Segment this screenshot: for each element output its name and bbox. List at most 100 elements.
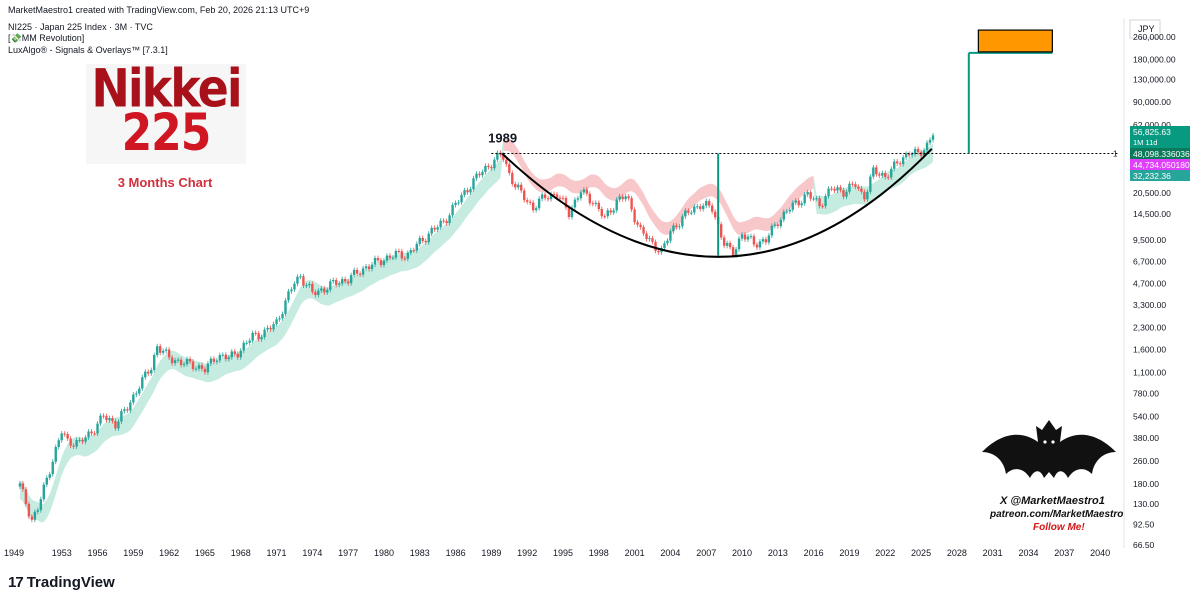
price-tag-0[interactable] bbox=[1130, 126, 1190, 148]
candle bbox=[412, 250, 416, 252]
candle bbox=[612, 210, 615, 213]
candle bbox=[135, 393, 138, 395]
candle bbox=[320, 288, 323, 291]
candle bbox=[758, 241, 762, 248]
candle bbox=[314, 291, 317, 296]
candle bbox=[239, 350, 242, 358]
candle bbox=[150, 369, 153, 374]
y-tick-label: 3,300.00 bbox=[1133, 300, 1166, 310]
y-tick-label: 9,500.00 bbox=[1133, 235, 1166, 245]
candle bbox=[782, 211, 786, 220]
candle bbox=[672, 225, 675, 232]
candle bbox=[890, 168, 893, 178]
candle bbox=[600, 209, 603, 217]
candle bbox=[851, 183, 854, 185]
candle bbox=[129, 402, 132, 411]
candle bbox=[227, 357, 231, 360]
candle bbox=[257, 333, 260, 340]
y-tick-label: 4,700.00 bbox=[1133, 278, 1166, 288]
candle bbox=[364, 266, 368, 269]
y-tick-label: 6,700.00 bbox=[1133, 257, 1166, 267]
candle bbox=[120, 411, 123, 422]
candle bbox=[636, 222, 639, 225]
candle bbox=[269, 327, 272, 330]
candle bbox=[123, 409, 126, 412]
price-tag-1[interactable] bbox=[1130, 148, 1190, 159]
candle bbox=[158, 346, 162, 353]
candle bbox=[69, 438, 72, 446]
price-tag-3[interactable] bbox=[1130, 170, 1190, 181]
candle bbox=[514, 184, 517, 188]
candle bbox=[436, 227, 439, 230]
candle bbox=[335, 280, 338, 285]
candle bbox=[218, 355, 222, 361]
candle bbox=[352, 269, 356, 276]
candle bbox=[472, 178, 475, 190]
candle bbox=[490, 167, 493, 169]
candle bbox=[24, 489, 28, 504]
candle bbox=[749, 236, 753, 238]
candle bbox=[761, 239, 765, 242]
candle bbox=[860, 188, 863, 192]
candle bbox=[863, 191, 866, 200]
candle bbox=[403, 258, 407, 260]
candle bbox=[84, 437, 87, 442]
candle bbox=[788, 209, 791, 212]
candle bbox=[415, 243, 418, 251]
candle bbox=[376, 257, 380, 261]
candle bbox=[633, 209, 636, 223]
currency-box[interactable] bbox=[1129, 19, 1161, 39]
y-tick-label: 130,000.00 bbox=[1133, 74, 1176, 84]
watermark-handle: X @MarketMaestro1 bbox=[1000, 495, 1105, 507]
candle bbox=[708, 201, 711, 206]
candle bbox=[251, 332, 254, 341]
x-tick-label: 2022 bbox=[875, 548, 895, 558]
x-tick-label: 1953 bbox=[52, 548, 72, 558]
x-tick-label: 2034 bbox=[1018, 548, 1038, 558]
x-tick-label: 1995 bbox=[553, 548, 573, 558]
candle bbox=[875, 167, 878, 175]
candle bbox=[388, 255, 392, 258]
symbol-line[interactable]: NI225 · Japan 225 Index · 3M · TVC bbox=[8, 22, 153, 32]
candle bbox=[266, 327, 269, 330]
candle bbox=[543, 194, 547, 199]
candle bbox=[502, 154, 505, 160]
logo-text-225: 225 bbox=[121, 104, 212, 163]
x-tick-label: 1968 bbox=[231, 548, 251, 558]
y-tick-label: 180.00 bbox=[1133, 479, 1159, 489]
price-tag-2[interactable] bbox=[1130, 159, 1190, 170]
x-tick-label: 2013 bbox=[768, 548, 788, 558]
y-tick-label: 14,500.00 bbox=[1133, 209, 1171, 219]
y-tick-label: 90,000.00 bbox=[1133, 97, 1171, 107]
indicator-label-2[interactable]: LuxAlgo® - Signals & Overlays™ [7.3.1] bbox=[8, 45, 168, 55]
tradingview-logo[interactable]: 17 TradingView bbox=[8, 574, 115, 591]
candle bbox=[925, 142, 929, 151]
candle bbox=[800, 203, 803, 206]
candle bbox=[164, 349, 168, 351]
candle bbox=[848, 183, 851, 192]
candle bbox=[182, 364, 186, 366]
target-box[interactable] bbox=[977, 29, 1053, 53]
price-tag-label: 32,232.36 bbox=[1133, 171, 1171, 181]
candle bbox=[645, 233, 648, 240]
candle bbox=[18, 483, 22, 487]
watermark-url: patreon.com/MarketMaestro bbox=[990, 509, 1124, 520]
candle bbox=[406, 252, 410, 259]
candle bbox=[427, 233, 430, 243]
candle bbox=[484, 165, 487, 172]
candle bbox=[338, 283, 341, 285]
candle bbox=[236, 353, 239, 358]
candle bbox=[702, 205, 705, 209]
x-tick-label: 2040 bbox=[1090, 548, 1110, 558]
candle bbox=[305, 285, 308, 287]
candle bbox=[451, 204, 454, 216]
candle bbox=[48, 474, 51, 478]
candle bbox=[138, 388, 141, 394]
candle bbox=[311, 284, 314, 292]
y-tick-label: 260,000.00 bbox=[1133, 32, 1176, 42]
candle bbox=[731, 247, 735, 256]
x-tick-label: 2025 bbox=[911, 548, 931, 558]
indicator-label-1[interactable]: [💸MM Revolution] bbox=[8, 33, 85, 43]
y-tick-label: 780.00 bbox=[1133, 389, 1159, 399]
